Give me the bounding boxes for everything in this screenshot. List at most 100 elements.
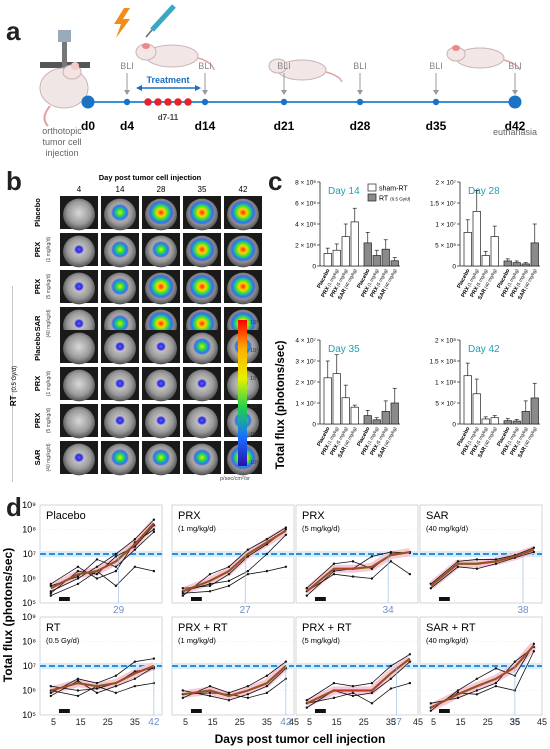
individual-point [332, 572, 336, 576]
bli-arrow-head [512, 90, 518, 95]
threshold-band [420, 551, 542, 557]
individual-point [456, 689, 460, 692]
treatment-label: Treatment [146, 75, 189, 85]
day-label-d14: d14 [195, 119, 216, 133]
individual-point [429, 709, 433, 712]
bli-signal [156, 341, 166, 352]
individual-point [370, 567, 374, 570]
individual-point [389, 687, 393, 690]
mouse-treatment-illustration [135, 43, 215, 71]
end-caption: euthanasia [493, 127, 537, 137]
imaging-day-42: 42 [239, 185, 248, 194]
individual-point [95, 691, 99, 695]
bli-signal [189, 274, 215, 299]
bar-y-tick-label: 0 [312, 264, 316, 271]
individual-point [389, 560, 393, 563]
individual-point [284, 533, 288, 537]
individual-point [208, 582, 212, 586]
experiment-timeline: Treatment d7-11 BLI BLI BLI BLI BLI BLI d0 d4 d… [39, 4, 537, 158]
individual-point [265, 552, 269, 556]
individual-point [351, 694, 355, 698]
individual-mouse-line [50, 566, 154, 596]
line-chart-4: 42 RT (0.5 Gy/d) 10⁵ 10⁶ 10⁷ 10⁸ 10⁹ 5 15 25 35 [22, 612, 163, 728]
treatment-dot [174, 98, 182, 106]
imaging-row-label: SAR [33, 315, 42, 331]
radiation-bolt-icon [114, 8, 130, 38]
bar-y-tick-label: 6 × 10⁶ [295, 201, 316, 208]
crossing-day-label: 37 [391, 717, 403, 728]
mouse-head [63, 332, 95, 365]
bli-label-d4: BLI [120, 61, 134, 71]
bar [372, 419, 381, 425]
bar-y-tick-label: 2 × 10⁶ [295, 243, 316, 250]
imaging-day-4: 4 [77, 185, 82, 194]
individual-point [133, 677, 137, 681]
line-chart-dose: (1 mg/kg/d) [178, 524, 216, 533]
day-label-d35: d35 [426, 119, 447, 133]
bar [472, 211, 481, 267]
line-x-tick-label: 5 [183, 717, 188, 727]
bli-markers: BLI BLI BLI BLI BLI BLI [120, 61, 522, 95]
colorbar-unit: p/sec/cm²/sr [220, 476, 250, 482]
bar-chart-title: Day 14 [328, 186, 360, 197]
treatment-bar [58, 597, 70, 601]
individual-point [152, 569, 156, 573]
line-xlabel: Days post tumor cell injection [215, 732, 386, 746]
bli-image-cell [101, 196, 139, 231]
individual-point [305, 706, 309, 709]
imaging-day-35: 35 [198, 185, 207, 194]
bli-image-cell [142, 233, 180, 268]
treatment-dot [144, 98, 152, 106]
bli-image-cell [183, 404, 221, 439]
bli-label-d42: BLI [508, 61, 522, 71]
individual-point [49, 691, 53, 695]
individual-point [284, 565, 288, 569]
individual-point [370, 691, 374, 695]
bli-image-cell [142, 330, 180, 365]
treatment-dot [184, 98, 192, 106]
day-label-d4: d4 [120, 119, 134, 133]
day-label-d42: d42 [505, 119, 526, 133]
mouse-head [63, 198, 95, 231]
individual-mouse-line [182, 527, 287, 596]
line-chart-dose: (0.5 Gy/d) [46, 636, 80, 645]
line-y-tick-label: 10⁸ [22, 525, 36, 535]
bli-signal [230, 237, 256, 262]
imaging-row-dose: (40 mg/kg/d) [46, 309, 52, 337]
bar-y-tick-label: 1.5 × 10⁷ [430, 201, 457, 208]
timeline-start-dot [81, 95, 95, 109]
individual-point [76, 677, 80, 681]
line-y-tick-label: 10⁷ [23, 661, 36, 671]
individual-point [181, 689, 185, 692]
line-y-tick-label: 10⁶ [22, 574, 36, 584]
individual-mouse-line [430, 551, 534, 589]
individual-point [305, 594, 309, 597]
individual-point [76, 679, 80, 682]
timeline-day-labels: d0 d4 d14 d21 d28 d35 d42 [81, 119, 526, 133]
individual-point [494, 667, 498, 670]
mean-line-core [306, 551, 410, 592]
individual-point [114, 552, 118, 556]
line-chart-0: 29 Placebo 10⁵ 10⁶ 10⁷ 10⁸ 10⁹ [22, 500, 163, 616]
bli-image-cell [142, 404, 180, 439]
colorbar-tick: 10⁶ [250, 375, 258, 382]
bar-charts: Total flux (photons/sec) 0 2 × 10⁶ 4 × 10⁶… [275, 180, 540, 469]
bli-dot-d35 [432, 98, 440, 106]
individual-point [152, 518, 156, 521]
individual-point [456, 560, 460, 563]
bar [521, 411, 530, 425]
line-y-tick-label: 10⁵ [22, 598, 36, 608]
individual-point [227, 699, 231, 702]
mean-line-core [182, 530, 287, 592]
individual-mouse-line [430, 646, 535, 704]
bar [381, 248, 390, 267]
imaging-row-labels: Placebo PRX (1 mg/kg/d) PRX (5 mg/kg/d) SAR (4… [33, 198, 52, 472]
bli-image-grid: Day post tumor cell injection 4 14 28 35 42 … [9, 173, 262, 482]
individual-point [114, 584, 118, 588]
individual-point [351, 575, 355, 578]
imaging-row-label: SAR [33, 449, 42, 465]
individual-point [49, 684, 53, 688]
individual-point [76, 577, 80, 580]
individual-point [208, 590, 212, 593]
